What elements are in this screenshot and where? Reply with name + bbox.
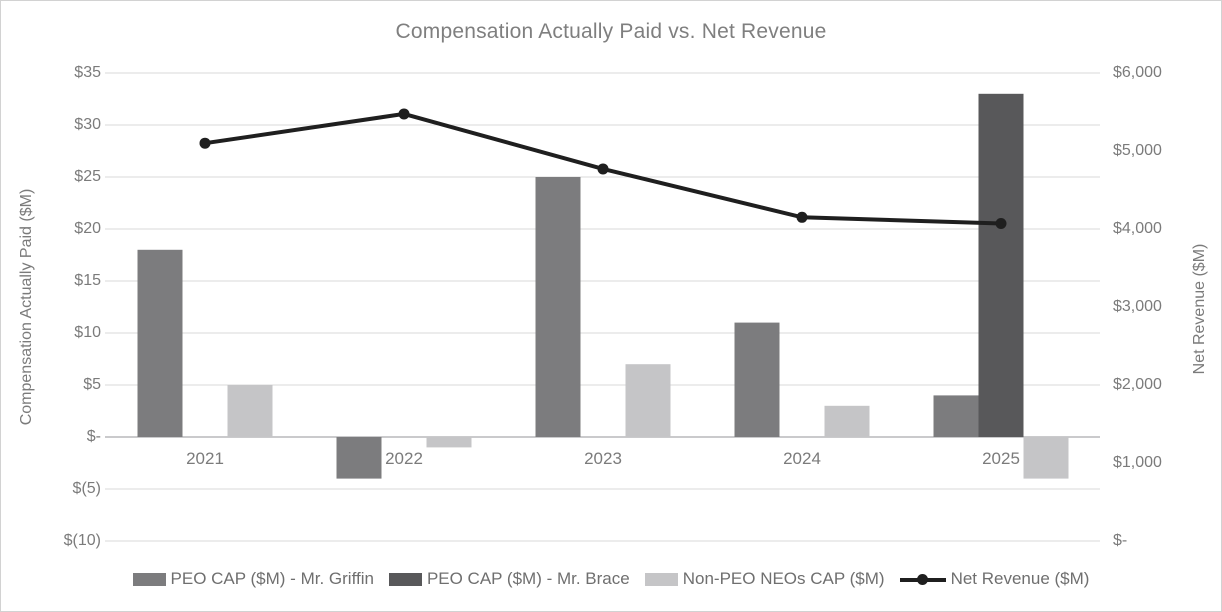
bar-peo-cap-m-mr-griffin-2024: [734, 322, 780, 437]
legend: PEO CAP ($M) - Mr. Griffin PEO CAP ($M) -…: [1, 564, 1221, 594]
bar-non-peo-neos-cap-m-2023: [625, 364, 671, 437]
legend-line-dot: [916, 573, 928, 585]
bar-non-peo-neos-cap-m-2025: [1023, 437, 1069, 479]
y-left-tick-label: $(5): [72, 480, 101, 497]
legend-item-non-peo-neos-cap-m: Non-PEO NEOs CAP ($M): [644, 569, 885, 589]
x-category-label: 2025: [982, 449, 1020, 468]
y-left-tick-label: $35: [74, 64, 101, 81]
bar-non-peo-neos-cap-m-2022: [426, 437, 472, 448]
y-right-tick-label: $-: [1113, 532, 1128, 549]
y-left-tick-label: $30: [74, 116, 101, 133]
legend-label: PEO CAP ($M) - Mr. Griffin: [170, 569, 374, 588]
net-revenue-point-2025: [995, 218, 1007, 230]
net-revenue-point-2021: [199, 137, 211, 149]
bar-peo-cap-m-mr-griffin-2025: [933, 395, 979, 437]
chart-title: Compensation Actually Paid vs. Net Reven…: [395, 20, 827, 43]
y-right-tick-label: $6,000: [1113, 64, 1162, 81]
legend-label: PEO CAP ($M) - Mr. Brace: [426, 569, 630, 588]
legend-swatch-icon: [388, 572, 422, 586]
legend-label: Net Revenue ($M): [950, 569, 1090, 588]
x-category-label: 2024: [783, 449, 821, 468]
legend-item-peo-cap-m-mr-griffin: PEO CAP ($M) - Mr. Griffin: [132, 569, 374, 589]
net-revenue-point-2023: [597, 163, 609, 175]
y-left-tick-label: $10: [74, 324, 101, 341]
y-right-tick-label: $2,000: [1113, 376, 1162, 393]
bar-peo-cap-m-mr-griffin-2023: [535, 177, 581, 437]
legend-item-net-revenue-m: Net Revenue ($M): [899, 569, 1090, 589]
x-category-label: 2022: [385, 449, 423, 468]
x-category-label: 2021: [186, 449, 224, 468]
net-revenue-point-2022: [398, 108, 410, 120]
bar-non-peo-neos-cap-m-2024: [824, 405, 870, 437]
legend-label: Non-PEO NEOs CAP ($M): [682, 569, 885, 588]
y-right-tick-label: $5,000: [1113, 142, 1162, 159]
net-revenue-point-2024: [796, 211, 808, 223]
y-left-tick-label: $5: [83, 376, 101, 393]
legend-item-peo-cap-m-mr-brace: PEO CAP ($M) - Mr. Brace: [388, 569, 630, 589]
bar-peo-cap-m-mr-griffin-2021: [137, 249, 183, 437]
legend-swatch-icon: [644, 572, 678, 586]
x-category-label: 2023: [584, 449, 622, 468]
y-left-tick-label: $20: [74, 220, 101, 237]
y-left-tick-label: $25: [74, 168, 101, 185]
legend-swatch-icon: [132, 572, 166, 586]
y-left-tick-label: $15: [74, 272, 101, 289]
y-right-tick-label: $3,000: [1113, 298, 1162, 315]
y-right-tick-label: $1,000: [1113, 454, 1162, 471]
y-right-tick-label: $4,000: [1113, 220, 1162, 237]
y-left-tick-label: $-: [86, 428, 101, 445]
bar-peo-cap-m-mr-griffin-2022: [336, 437, 382, 479]
bar-peo-cap-m-mr-brace-2025: [978, 93, 1024, 438]
y-left-tick-label: $(10): [63, 532, 101, 549]
legend-line-marker-icon: [899, 573, 946, 586]
bar-non-peo-neos-cap-m-2021: [227, 385, 273, 437]
